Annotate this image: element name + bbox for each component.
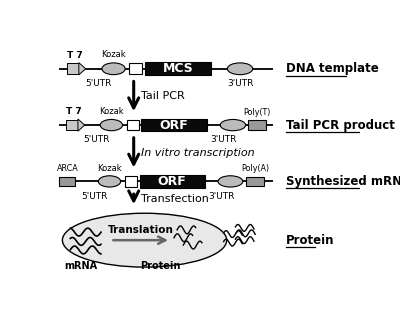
Bar bbox=[125, 176, 138, 187]
Polygon shape bbox=[79, 63, 86, 75]
Text: 3'UTR: 3'UTR bbox=[227, 79, 253, 88]
Ellipse shape bbox=[220, 120, 246, 131]
Bar bbox=[66, 120, 78, 130]
Text: 3'UTR: 3'UTR bbox=[208, 192, 234, 201]
Text: ORF: ORF bbox=[158, 175, 186, 188]
Bar bbox=[248, 120, 266, 130]
Bar bbox=[127, 120, 139, 130]
Bar bbox=[144, 62, 211, 75]
Bar bbox=[67, 63, 79, 74]
Text: ARCA: ARCA bbox=[56, 164, 78, 173]
Text: T 7: T 7 bbox=[66, 107, 82, 116]
Text: ORF: ORF bbox=[160, 119, 188, 132]
Ellipse shape bbox=[62, 213, 227, 267]
Text: DNA template: DNA template bbox=[286, 62, 378, 75]
Text: mRNA: mRNA bbox=[64, 261, 98, 271]
Text: In vitro transcription: In vitro transcription bbox=[142, 148, 255, 158]
Text: Protein: Protein bbox=[286, 234, 334, 247]
Text: Kozak: Kozak bbox=[99, 107, 124, 116]
Text: MCS: MCS bbox=[163, 62, 194, 75]
Text: Kozak: Kozak bbox=[97, 163, 122, 173]
Ellipse shape bbox=[102, 63, 125, 75]
Ellipse shape bbox=[227, 63, 253, 75]
Ellipse shape bbox=[100, 120, 122, 131]
Text: 3'UTR: 3'UTR bbox=[210, 135, 237, 144]
Text: Tail PCR: Tail PCR bbox=[142, 91, 185, 101]
Text: Synthesized mRNA: Synthesized mRNA bbox=[286, 175, 400, 188]
Ellipse shape bbox=[98, 176, 121, 187]
Bar bbox=[59, 176, 76, 186]
Text: Tail PCR product: Tail PCR product bbox=[286, 119, 394, 132]
Text: Poly(T): Poly(T) bbox=[244, 108, 271, 117]
Polygon shape bbox=[78, 119, 85, 131]
Text: Transfection: Transfection bbox=[142, 194, 209, 204]
Text: Poly(A): Poly(A) bbox=[241, 164, 269, 173]
Text: 5'UTR: 5'UTR bbox=[85, 79, 111, 88]
Ellipse shape bbox=[218, 176, 243, 187]
Text: Kozak: Kozak bbox=[101, 51, 126, 59]
Text: Translation: Translation bbox=[108, 225, 174, 235]
Bar bbox=[246, 176, 264, 186]
Text: Protein: Protein bbox=[140, 261, 180, 271]
Bar bbox=[140, 175, 205, 188]
Bar bbox=[129, 63, 142, 74]
Bar bbox=[142, 119, 206, 131]
Text: T 7: T 7 bbox=[67, 51, 83, 60]
Text: 5'UTR: 5'UTR bbox=[83, 135, 110, 144]
Text: 5'UTR: 5'UTR bbox=[82, 192, 108, 201]
